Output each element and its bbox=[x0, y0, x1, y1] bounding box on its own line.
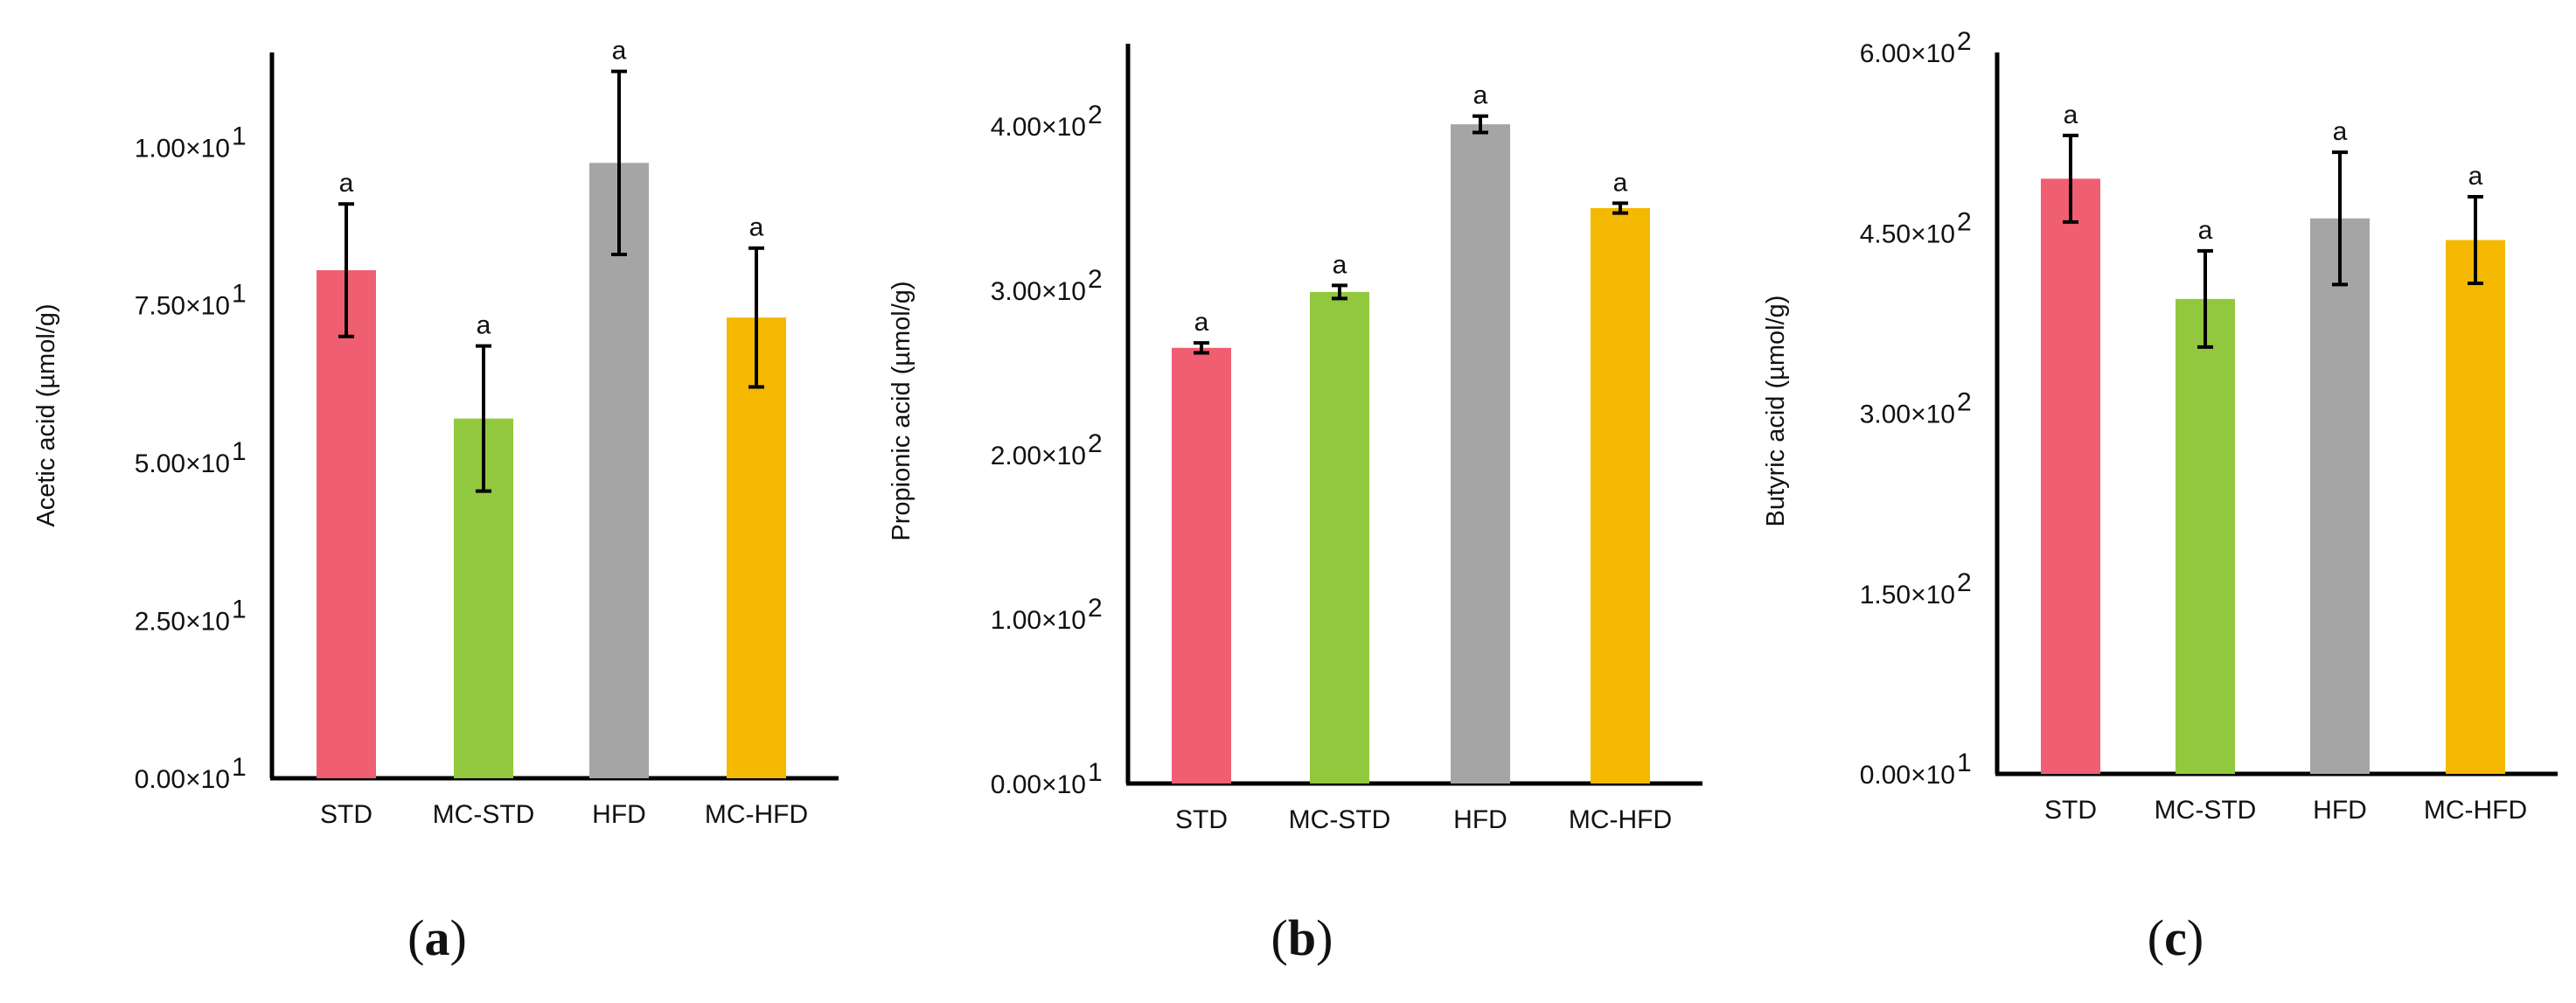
x-tick-label: STD bbox=[320, 800, 372, 829]
bar bbox=[317, 270, 376, 778]
bar bbox=[589, 163, 649, 779]
x-tick-label: STD bbox=[2044, 796, 2097, 825]
significance-label: a bbox=[2468, 162, 2483, 191]
y-tick-label: 5.00×10 bbox=[135, 449, 230, 478]
significance-label: a bbox=[1473, 81, 1488, 110]
y-axis-title: Acetic acid (µmol/g) bbox=[32, 303, 60, 526]
y-tick-label: 0.00×10 bbox=[1860, 761, 1955, 790]
y-tick-exponent: 1 bbox=[232, 122, 247, 150]
bar bbox=[2176, 298, 2235, 774]
x-tick-label: MC-HFD bbox=[705, 800, 808, 829]
y-tick-exponent: 2 bbox=[1088, 594, 1103, 623]
y-tick-exponent: 2 bbox=[1957, 388, 1972, 417]
bar bbox=[727, 317, 786, 778]
significance-label: a bbox=[749, 213, 764, 242]
y-tick-label: 4.50×10 bbox=[1860, 219, 1955, 248]
x-tick-label: HFD bbox=[2313, 796, 2367, 825]
x-tick-label: MC-STD bbox=[2155, 796, 2257, 825]
y-tick-exponent: 2 bbox=[1088, 101, 1103, 129]
significance-label: a bbox=[2064, 101, 2078, 129]
y-tick-exponent: 1 bbox=[232, 280, 247, 309]
bar bbox=[2310, 218, 2370, 774]
y-tick-label: 3.00×10 bbox=[991, 277, 1086, 306]
y-tick-label: 1.50×10 bbox=[1860, 581, 1955, 609]
y-axis-title: Butyric acid (µmol/g) bbox=[1762, 296, 1790, 527]
y-tick-label: 6.00×10 bbox=[1860, 39, 1955, 68]
bar bbox=[2041, 178, 2100, 774]
y-tick-exponent: 1 bbox=[232, 596, 247, 624]
y-tick-exponent: 1 bbox=[232, 753, 247, 782]
y-tick-exponent: 2 bbox=[1957, 568, 1972, 597]
bar bbox=[1451, 124, 1510, 784]
panel-c: 0.00×10 11.50×10 23.00×10 24.50×10 26.00×10 2… bbox=[1762, 27, 2558, 966]
significance-label: a bbox=[612, 37, 627, 66]
panel-a: 0.00×10 12.50×10 15.00×10 17.50×10 11.00×10 1… bbox=[32, 37, 839, 966]
bar bbox=[1591, 208, 1650, 784]
panel-caption: (a) bbox=[407, 909, 467, 966]
panel-caption: (b) bbox=[1271, 909, 1333, 966]
bar bbox=[2446, 240, 2505, 774]
y-tick-label: 0.00×10 bbox=[135, 765, 230, 794]
significance-label: a bbox=[2333, 117, 2348, 146]
significance-label: a bbox=[339, 169, 354, 198]
y-tick-label: 7.50×10 bbox=[135, 292, 230, 321]
y-tick-label: 2.00×10 bbox=[991, 442, 1086, 470]
y-tick-label: 1.00×10 bbox=[991, 606, 1086, 635]
y-axis-title: Propionic acid (µmol/g) bbox=[888, 281, 916, 540]
panel-caption: (c) bbox=[2148, 909, 2204, 966]
x-tick-label: MC-HFD bbox=[1569, 805, 1672, 834]
y-tick-label: 3.00×10 bbox=[1860, 401, 1955, 429]
y-tick-label: 2.50×10 bbox=[135, 608, 230, 637]
y-tick-exponent: 1 bbox=[1957, 749, 1972, 777]
x-tick-label: MC-STD bbox=[1289, 805, 1391, 834]
x-tick-label: HFD bbox=[1453, 805, 1507, 834]
y-tick-exponent: 1 bbox=[1088, 758, 1103, 787]
significance-label: a bbox=[2198, 216, 2213, 245]
significance-label: a bbox=[477, 311, 491, 340]
y-tick-label: 1.00×10 bbox=[135, 134, 230, 163]
y-tick-exponent: 2 bbox=[1088, 265, 1103, 294]
y-tick-exponent: 2 bbox=[1957, 27, 1972, 56]
significance-label: a bbox=[1194, 308, 1209, 337]
bar bbox=[1172, 347, 1231, 784]
y-tick-exponent: 2 bbox=[1088, 429, 1103, 458]
y-tick-exponent: 2 bbox=[1957, 207, 1972, 236]
x-tick-label: MC-HFD bbox=[2424, 796, 2527, 825]
x-tick-label: MC-STD bbox=[433, 800, 535, 829]
y-tick-exponent: 1 bbox=[232, 437, 247, 466]
y-tick-label: 0.00×10 bbox=[991, 770, 1086, 799]
panel-b: 0.00×10 11.00×10 22.00×10 23.00×10 24.00×10 2… bbox=[888, 44, 1702, 966]
bar bbox=[1310, 291, 1369, 784]
significance-label: a bbox=[1613, 168, 1628, 197]
x-tick-label: STD bbox=[1175, 805, 1228, 834]
x-tick-label: HFD bbox=[592, 800, 646, 829]
significance-label: a bbox=[1333, 250, 1347, 279]
y-tick-label: 4.00×10 bbox=[991, 113, 1086, 142]
